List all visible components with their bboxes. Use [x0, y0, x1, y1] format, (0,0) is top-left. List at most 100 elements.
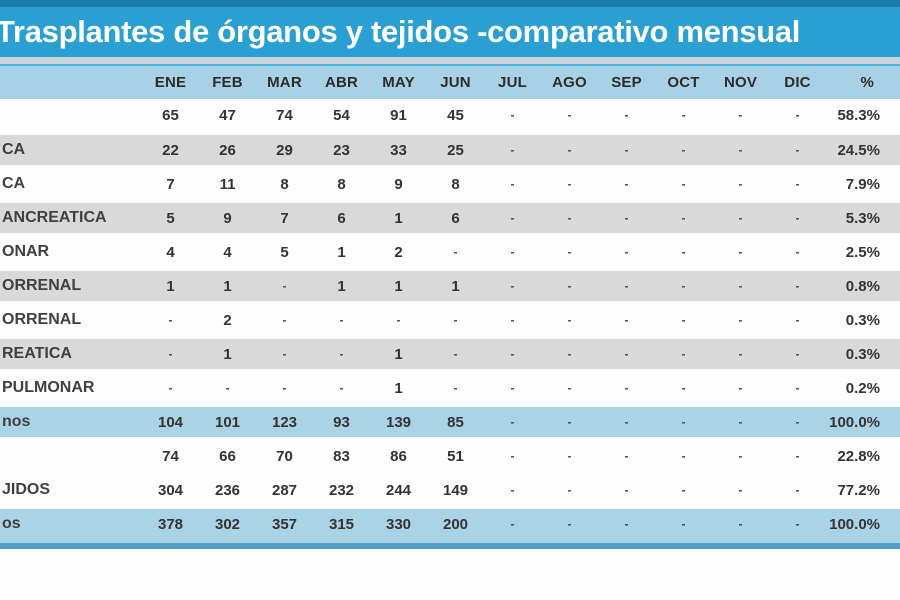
value-cell: -: [795, 347, 800, 361]
value-cell: 232: [328, 481, 355, 499]
pct-cell: 5.3%: [845, 209, 880, 227]
corner-cell: [0, 65, 142, 99]
value-cell: 104: [157, 413, 184, 431]
value-cell: 9: [223, 209, 232, 227]
pct-cell: 7.9%: [845, 175, 880, 193]
value-cell: -: [510, 211, 515, 225]
value-cell: 70: [276, 447, 293, 465]
value-cell: 101: [214, 413, 241, 431]
value-cell: -: [681, 483, 686, 497]
value-cell: -: [282, 313, 287, 327]
value-cell: -: [453, 245, 458, 259]
value-cell: -: [795, 517, 800, 531]
value-cell: 4: [223, 243, 232, 261]
value-cell: -: [168, 347, 173, 361]
table-row: nos 104 101 123 93 139 85 - - - - - - 100.0%: [0, 405, 900, 439]
row-label: ORRENAL: [2, 277, 82, 294]
row-label: [0, 99, 142, 133]
value-cell: 11: [219, 175, 236, 193]
value-cell: 86: [390, 447, 407, 465]
header-row: ENE FEB MAR ABR MAY JUN JUL AGO SEP OCT NOV DIC%: [0, 65, 900, 99]
table-body: 65 47 74 54 91 45- - - - - -58.3% CA 22 26 29 23 33 25- - -…: [0, 99, 900, 541]
value-cell: 51: [447, 447, 464, 465]
value-cell: 83: [333, 447, 350, 465]
row-label: CA: [2, 141, 26, 158]
value-cell: 1: [337, 277, 346, 295]
pct-cell: 0.3%: [845, 345, 880, 363]
value-cell: -: [624, 279, 629, 293]
value-cell: -: [510, 483, 515, 497]
value-cell: -: [510, 381, 515, 395]
value-cell: 74: [162, 447, 179, 465]
value-cell: -: [795, 449, 800, 463]
value-cell: -: [738, 211, 743, 225]
value-cell: -: [510, 415, 515, 429]
row-label: PULMONAR: [2, 379, 95, 396]
value-cell: 6: [337, 209, 346, 227]
value-cell: -: [168, 313, 173, 327]
value-cell: -: [738, 177, 743, 191]
page-title: Trasplantes de órganos y tejidos -compar…: [0, 14, 801, 49]
value-cell: -: [624, 347, 629, 361]
value-cell: -: [795, 483, 800, 497]
value-cell: -: [738, 245, 743, 259]
value-cell: -: [453, 381, 458, 395]
value-cell: -: [282, 347, 287, 361]
column-header-may: MAY: [382, 74, 415, 91]
value-cell: 65: [162, 106, 179, 124]
value-cell: -: [681, 279, 686, 293]
value-cell: -: [339, 347, 344, 361]
value-cell: -: [795, 211, 800, 225]
value-cell: -: [681, 449, 686, 463]
value-cell: 1: [394, 209, 403, 227]
column-header-feb: FEB: [212, 74, 243, 91]
value-cell: -: [681, 381, 686, 395]
value-cell: -: [681, 415, 686, 429]
value-cell: -: [795, 279, 800, 293]
value-cell: 47: [219, 106, 236, 124]
value-cell: 93: [333, 413, 350, 431]
value-cell: 7: [280, 209, 289, 227]
column-header-abr: ABR: [324, 74, 359, 91]
column-header-ago: AGO: [552, 74, 587, 91]
pct-cell: 22.8%: [837, 447, 880, 465]
bottom-accent-strip: [0, 543, 900, 549]
value-cell: -: [567, 313, 572, 327]
value-cell: 33: [390, 141, 407, 159]
value-cell: -: [795, 313, 800, 327]
value-cell: 2: [394, 243, 403, 261]
value-cell: 244: [385, 481, 412, 499]
value-cell: -: [681, 108, 686, 122]
pct-cell: 77.2%: [837, 481, 880, 499]
value-cell: 1: [394, 379, 403, 397]
pct-cell: 58.3%: [837, 106, 880, 124]
row-label: nos: [2, 413, 31, 430]
value-cell: 1: [394, 345, 403, 363]
value-cell: 22: [162, 141, 179, 159]
value-cell: 4: [166, 243, 175, 261]
pct-cell: 0.2%: [845, 379, 880, 397]
value-cell: 5: [166, 209, 175, 227]
value-cell: -: [567, 177, 572, 191]
value-cell: -: [567, 245, 572, 259]
top-accent-strip: [0, 0, 900, 7]
value-cell: -: [681, 313, 686, 327]
value-cell: 25: [447, 141, 464, 159]
value-cell: -: [510, 108, 515, 122]
value-cell: 29: [276, 141, 293, 159]
value-cell: -: [624, 245, 629, 259]
column-header-sep: SEP: [611, 74, 642, 91]
row-label: os: [2, 515, 21, 532]
row-label: [0, 439, 142, 473]
table-row: REATICA - 1 - - 1 - - - - - - - 0.3%: [0, 337, 900, 371]
table-row: 65 47 74 54 91 45 - - - - - - 58.3%: [0, 99, 900, 133]
value-cell: -: [624, 177, 629, 191]
value-cell: 1: [223, 345, 232, 363]
value-cell: -: [567, 483, 572, 497]
pct-cell: 100.0%: [829, 413, 880, 431]
table-row: JIDOS 304 236 287 232 244 149 - - - - - - 77.2%: [0, 473, 900, 507]
value-cell: -: [567, 211, 572, 225]
value-cell: 26: [219, 141, 236, 159]
row-label: ANCREATICA: [2, 209, 107, 226]
value-cell: -: [510, 517, 515, 531]
